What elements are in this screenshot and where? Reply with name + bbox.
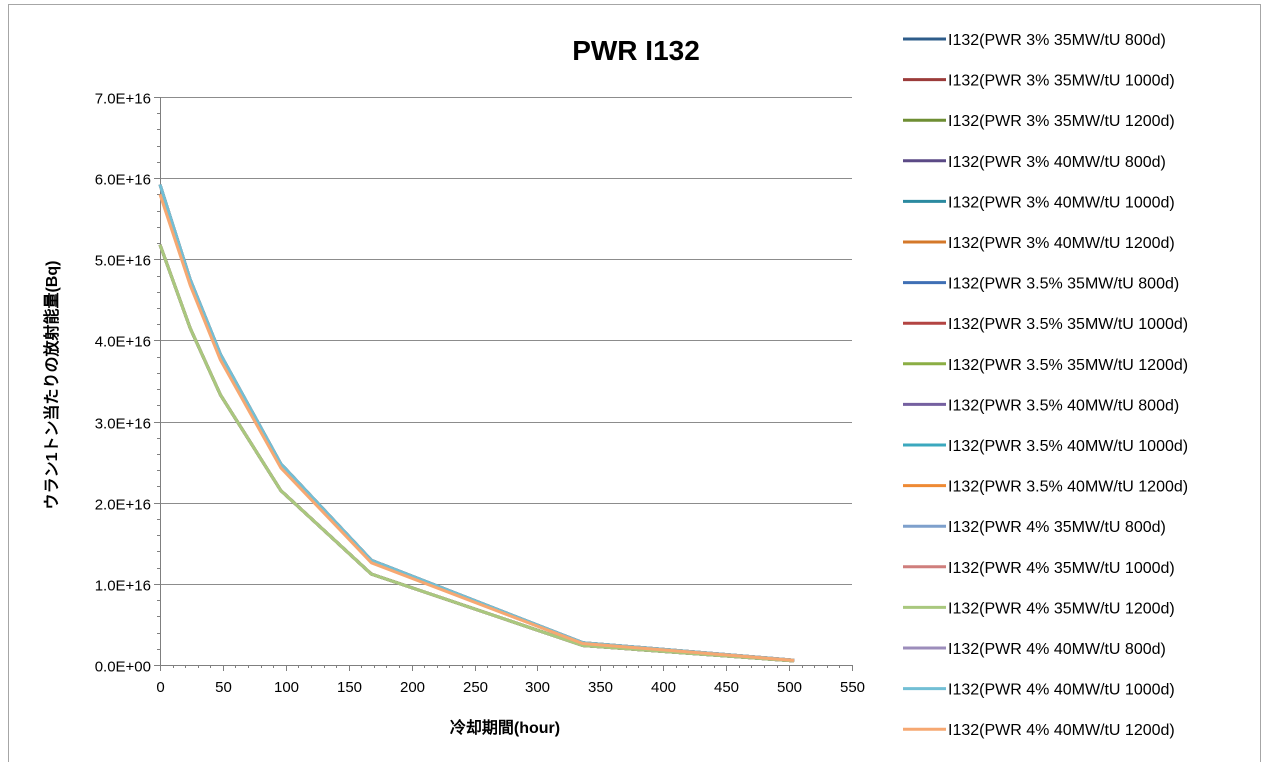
y-tick-label: 2.0E+16 <box>95 497 151 514</box>
y-tick-label: 0.0E+00 <box>95 659 151 676</box>
legend-label: I132(PWR 3% 35MW/tU 1200d) <box>948 113 1175 130</box>
y-tick-label: 5.0E+16 <box>95 253 151 270</box>
x-tick-label: 150 <box>337 679 362 696</box>
x-tick-label: 0 <box>156 679 164 696</box>
legend-label: I132(PWR 4% 35MW/tU 1000d) <box>948 560 1175 577</box>
series-line <box>158 193 795 662</box>
y-axis-title: ウラン1トン当たりの放射能量(Bq) <box>42 261 61 510</box>
legend-label: I132(PWR 4% 35MW/tU 1200d) <box>948 600 1175 617</box>
legend-label: I132(PWR 3.5% 35MW/tU 1000d) <box>948 316 1188 333</box>
legend-label: I132(PWR 3% 40MW/tU 1200d) <box>948 235 1175 252</box>
legend-label: I132(PWR 3.5% 40MW/tU 800d) <box>948 397 1179 414</box>
x-tick-label: 550 <box>840 679 865 696</box>
x-tick-label: 100 <box>274 679 299 696</box>
legend-label: I132(PWR 4% 40MW/tU 1200d) <box>948 722 1175 739</box>
x-tick-label: 350 <box>588 679 613 696</box>
legend-label: I132(PWR 3% 35MW/tU 800d) <box>948 32 1166 49</box>
x-tick-label: 500 <box>777 679 802 696</box>
x-tick-label: 450 <box>714 679 739 696</box>
legend-label: I132(PWR 3.5% 40MW/tU 1200d) <box>948 479 1188 496</box>
legend-label: I132(PWR 4% 35MW/tU 800d) <box>948 519 1166 536</box>
y-tick-label: 6.0E+16 <box>95 172 151 189</box>
legend-label: I132(PWR 3.5% 35MW/tU 800d) <box>948 276 1179 293</box>
series-line <box>158 244 795 663</box>
y-tick-label: 7.0E+16 <box>95 91 151 108</box>
x-axis-title: 冷却期間(hour) <box>450 718 560 737</box>
y-tick-label: 1.0E+16 <box>95 578 151 595</box>
legend-label: I132(PWR 3% 40MW/tU 800d) <box>948 154 1166 171</box>
legend-label: I132(PWR 4% 40MW/tU 800d) <box>948 641 1166 658</box>
x-tick-label: 300 <box>525 679 550 696</box>
legend-label: I132(PWR 3.5% 35MW/tU 1200d) <box>948 357 1188 374</box>
x-tick-label: 400 <box>651 679 676 696</box>
legend: I132(PWR 3% 35MW/tU 800d) I132(PWR 3% 35M… <box>903 32 1188 739</box>
legend-label: I132(PWR 4% 40MW/tU 1000d) <box>948 682 1175 699</box>
x-tick-label: 200 <box>400 679 425 696</box>
x-tick-label: 250 <box>463 679 488 696</box>
axes: 0.0E+00 1.0E+16 2.0E+16 3.0E+16 4.0E+16 5.0E+… <box>95 91 865 697</box>
legend-label: I132(PWR 3.5% 40MW/tU 1000d) <box>948 438 1188 455</box>
gridlines <box>160 97 852 585</box>
legend-label: I132(PWR 3% 35MW/tU 1000d) <box>948 73 1175 90</box>
y-tick-label: 4.0E+16 <box>95 334 151 351</box>
y-tick-label: 3.0E+16 <box>95 416 151 433</box>
chart-title: PWR I132 <box>572 35 700 66</box>
legend-label: I132(PWR 3% 40MW/tU 1000d) <box>948 194 1175 211</box>
x-tick-label: 50 <box>215 679 232 696</box>
series-lines <box>158 184 795 663</box>
